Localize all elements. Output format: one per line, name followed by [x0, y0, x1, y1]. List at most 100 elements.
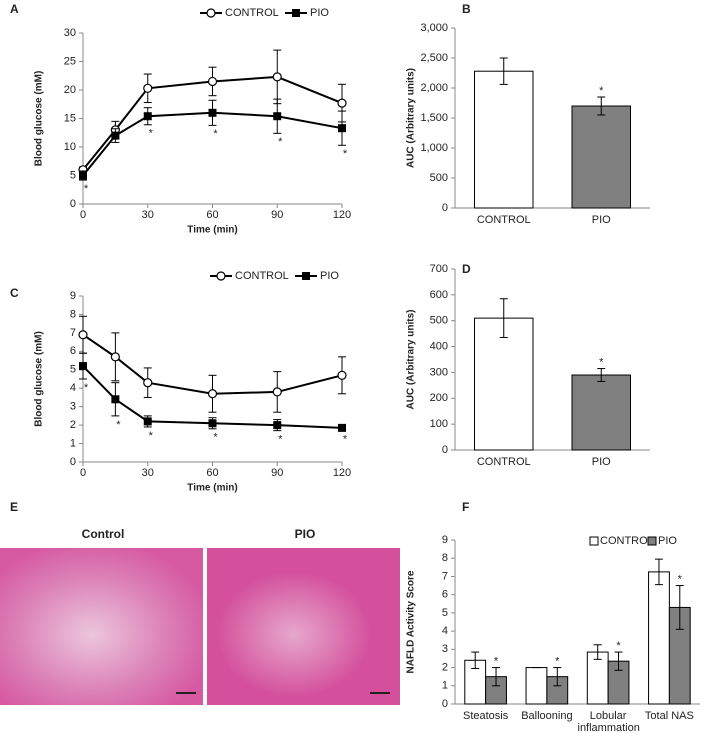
significance-mark: *: [278, 136, 283, 148]
x-tick-label: PIO: [591, 456, 611, 468]
y-tick-label: 0: [442, 202, 448, 214]
line: [82, 75, 343, 171]
y-tick-label: 2: [442, 661, 448, 673]
y-tick-label: 5: [70, 169, 76, 181]
significance-mark: *: [149, 430, 154, 442]
marker: [143, 378, 153, 388]
marker: [79, 362, 87, 371]
x-tick-label: Lobular inflammation: [577, 710, 640, 733]
x-tick-label: 120: [333, 209, 351, 221]
y-tick-label: 2,500: [420, 52, 448, 64]
legend-marker: [302, 272, 310, 280]
marker: [273, 112, 282, 121]
x-tick-label: 30: [142, 209, 154, 221]
y-axis-title: AUC (Arbitrary units): [406, 309, 417, 409]
y-tick-label: 700: [430, 263, 448, 275]
y-axis-title: AUC (Arbitrary units): [406, 68, 417, 168]
line: [82, 365, 343, 429]
bar: [571, 105, 631, 209]
significance-mark: *: [555, 655, 560, 667]
marker: [272, 72, 282, 82]
significance-mark: *: [599, 85, 604, 97]
x-tick-label: 120: [333, 467, 351, 479]
legend-label: CONTROL: [600, 535, 654, 547]
y-tick-label: 3,000: [420, 22, 448, 34]
marker: [207, 76, 218, 87]
y-axis-title: Blood glucose (mM): [34, 71, 45, 167]
marker: [111, 131, 120, 140]
y-tick-label: 3: [70, 401, 76, 413]
significance-mark: *: [213, 128, 218, 140]
y-tick-label: 600: [430, 289, 448, 301]
significance-mark: *: [599, 356, 604, 368]
panel-label: C: [10, 286, 19, 300]
y-tick-label: 1: [70, 437, 76, 449]
bar: [648, 571, 670, 705]
panel-label: D: [462, 262, 471, 276]
marker: [337, 370, 347, 380]
y-tick-label: 8: [70, 308, 76, 320]
x-tick-label: CONTROL: [476, 214, 531, 226]
y-tick-label: 6: [442, 589, 448, 601]
marker: [272, 387, 282, 397]
panel-label: E: [10, 500, 18, 514]
image-title: Control: [82, 527, 125, 541]
y-tick-label: 0: [70, 456, 76, 468]
y-axis-title: NAFLD Activity Score: [406, 570, 417, 673]
significance-mark: *: [84, 382, 89, 394]
significance-mark: *: [116, 419, 121, 431]
y-tick-label: 500: [430, 315, 448, 327]
y-tick-label: 9: [442, 534, 448, 546]
y-tick-label: 1,000: [420, 142, 448, 154]
panel-label: F: [462, 500, 469, 514]
marker: [143, 112, 152, 121]
x-tick-label: 60: [206, 209, 218, 221]
line: [82, 111, 343, 177]
x-tick-label: 90: [271, 209, 283, 221]
legend-label: PIO: [658, 535, 677, 547]
legend-swatch: [589, 536, 599, 546]
y-tick-label: 2,000: [420, 82, 448, 94]
bar: [525, 667, 548, 705]
x-tick-label: 0: [80, 467, 86, 479]
y-tick-label: 500: [430, 172, 448, 184]
x-tick-label: CONTROL: [476, 456, 531, 468]
y-tick-label: 5: [442, 607, 448, 619]
bar: [586, 651, 609, 705]
x-tick-label: Total NAS: [644, 710, 694, 722]
significance-mark: *: [213, 432, 218, 444]
y-tick-label: 0: [442, 698, 448, 710]
y-tick-label: 15: [64, 112, 76, 124]
x-tick-label: 0: [80, 209, 86, 221]
bar: [474, 70, 534, 209]
marker: [110, 352, 120, 362]
y-tick-label: 7: [70, 327, 76, 339]
y-tick-label: 8: [442, 552, 448, 564]
x-axis-title: Time (min): [187, 225, 237, 236]
y-tick-label: 200: [430, 392, 448, 404]
significance-mark: *: [343, 148, 348, 160]
legend-marker: [206, 8, 216, 18]
significance-mark: *: [149, 128, 154, 140]
y-tick-label: 4: [70, 382, 76, 394]
x-tick-label: 90: [271, 467, 283, 479]
legend-marker: [216, 271, 226, 281]
image-title: PIO: [295, 527, 316, 541]
x-tick-label: PIO: [591, 214, 611, 226]
legend-marker: [292, 9, 300, 17]
y-tick-label: 25: [64, 55, 76, 67]
marker: [207, 389, 218, 399]
marker: [338, 423, 346, 432]
histology-image: [207, 548, 400, 705]
significance-mark: *: [278, 434, 283, 446]
legend-swatch: [647, 536, 657, 546]
y-tick-label: 100: [430, 418, 448, 430]
legend-label: CONTROL: [235, 270, 289, 282]
y-tick-label: 20: [64, 84, 76, 96]
x-tick-label: 30: [142, 467, 154, 479]
marker: [79, 171, 87, 180]
significance-mark: *: [616, 640, 621, 652]
y-tick-label: 400: [430, 340, 448, 352]
